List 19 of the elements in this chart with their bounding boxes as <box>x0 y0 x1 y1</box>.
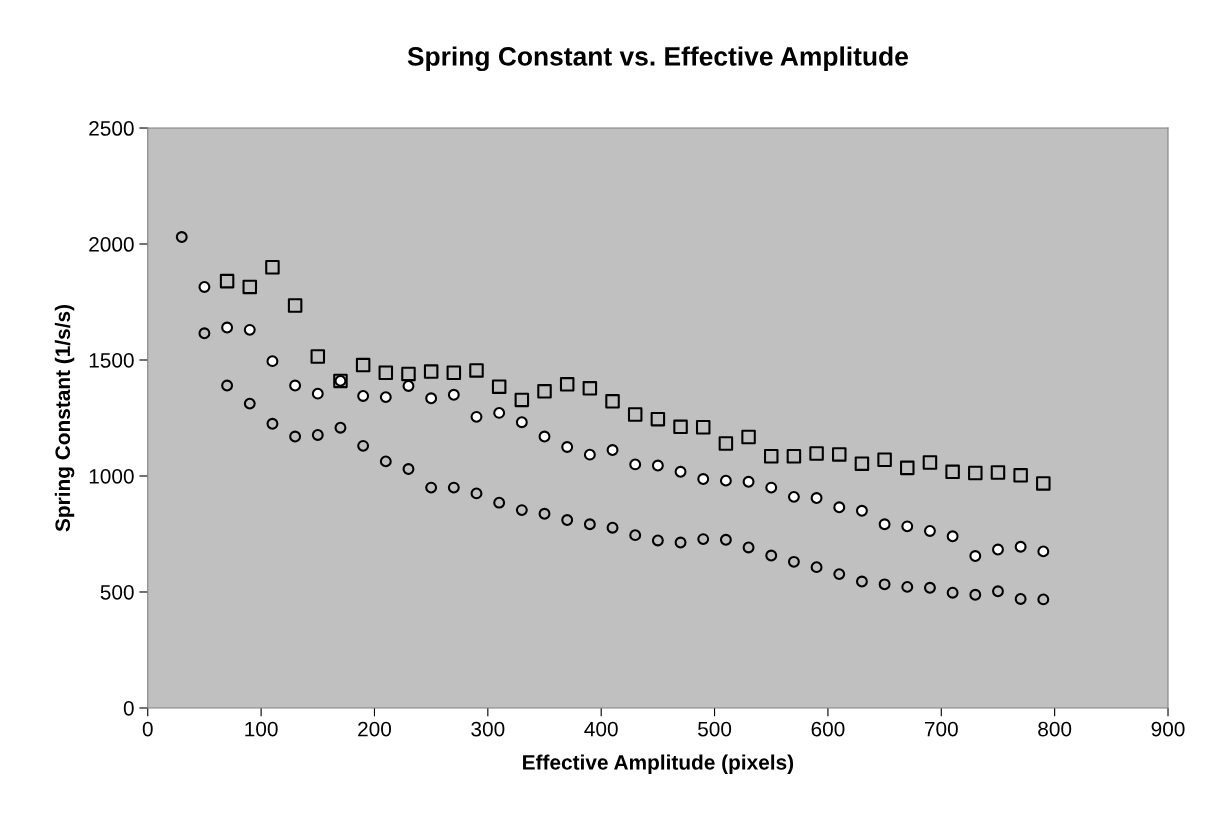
x-tick-label: 200 <box>358 721 392 737</box>
x-tick-label: 600 <box>811 721 845 737</box>
y-tick-label: 2500 <box>89 121 134 136</box>
x-tick-label: 0 <box>142 721 153 737</box>
y-tick-label: 1500 <box>89 353 134 368</box>
x-tick-label: 900 <box>1151 721 1185 737</box>
chart-title: Spring Constant vs. Effective Amplitude <box>407 46 908 72</box>
x-tick-label: 100 <box>245 721 278 737</box>
x-tick-label: 800 <box>1038 721 1072 737</box>
y-axis-title: Spring Constant (1/s/s) <box>54 305 75 532</box>
x-tick-label: 500 <box>698 721 732 737</box>
y-tick-label: 1000 <box>89 469 134 484</box>
x-tick-label: 700 <box>924 721 958 737</box>
y-tick-label: 500 <box>100 584 134 600</box>
y-tick-label: 0 <box>123 700 134 716</box>
x-tick-label: 400 <box>584 721 618 737</box>
x-axis-title: Effective Amplitude (pixels) <box>523 754 794 774</box>
y-tick-label: 2000 <box>89 237 134 252</box>
x-tick-label: 300 <box>471 721 505 737</box>
